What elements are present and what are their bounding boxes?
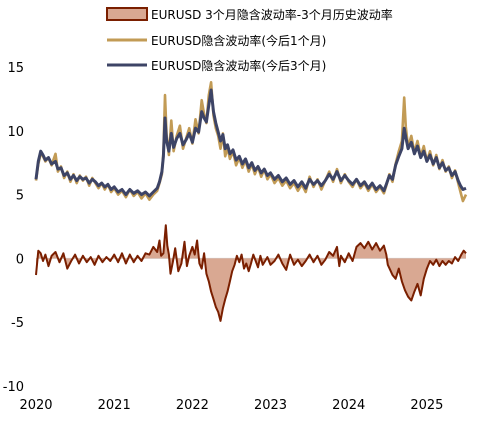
x-tick-label: 2023 (254, 398, 287, 413)
legend-label: EURUSD 3个月隐含波动率-3个月历史波动率 (151, 7, 393, 22)
legend-swatch-area (106, 7, 148, 21)
series-area-fill-0 (36, 225, 466, 321)
y-tick-label: 0 (16, 252, 24, 267)
x-tick-label: 2024 (332, 398, 365, 413)
x-axis: 2020 2021 2022 2023 2024 2025 (19, 398, 443, 413)
legend-label: EURUSD隐含波动率(今后3个月) (151, 58, 326, 73)
legend-label: EURUSD隐含波动率(今后1个月) (151, 33, 326, 48)
y-tick-label: 15 (7, 61, 24, 76)
y-axis: 15 10 5 0 -5 -10 (3, 61, 24, 395)
chart-legend: EURUSD 3个月隐含波动率-3个月历史波动率 EURUSD隐含波动率(今后1个… (106, 7, 393, 73)
series-group (34, 81, 468, 322)
y-tick-label: 10 (7, 125, 24, 140)
x-tick-label: 2025 (410, 398, 443, 413)
y-tick-label: 5 (16, 189, 24, 204)
x-tick-label: 2021 (98, 398, 131, 413)
series-area-outline-0 (35, 224, 467, 322)
x-tick-label: 2022 (176, 398, 209, 413)
y-tick-label: -10 (3, 380, 24, 395)
y-tick-label: -5 (11, 316, 24, 331)
x-tick-label: 2020 (19, 398, 52, 413)
plot-area (34, 81, 468, 322)
series-line-2 (34, 88, 467, 198)
